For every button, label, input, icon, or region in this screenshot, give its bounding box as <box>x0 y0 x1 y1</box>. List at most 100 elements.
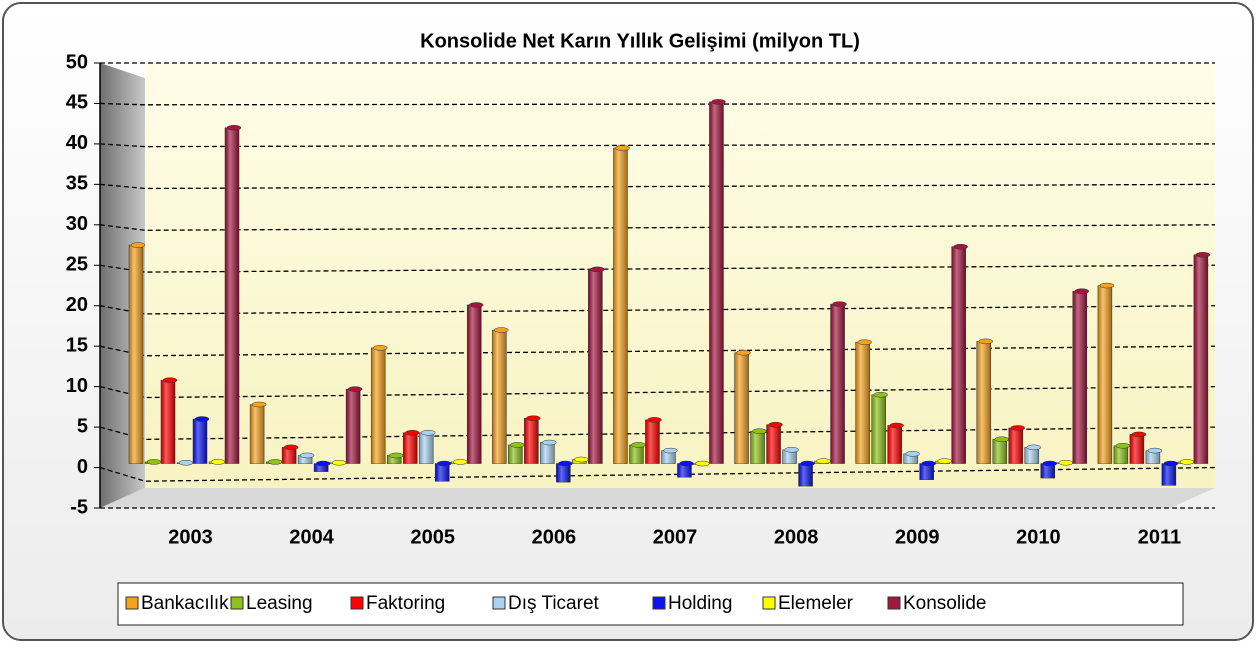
y-tick-label: 15 <box>66 334 88 356</box>
legend-label: Konsolide <box>903 593 986 614</box>
legend-swatch <box>125 596 139 610</box>
bar-top <box>347 386 363 392</box>
bar-top <box>1010 425 1026 431</box>
bar-top <box>146 459 162 465</box>
bar-top <box>283 444 299 451</box>
bar-shade <box>629 444 644 464</box>
bar-shade <box>661 450 676 464</box>
bar-top <box>816 458 831 464</box>
bar-top <box>331 459 347 466</box>
bar-top <box>267 459 283 465</box>
bar-shade <box>1145 450 1160 464</box>
bar-shade <box>903 453 918 464</box>
bar-top <box>1131 431 1147 438</box>
y-tick-label: 50 <box>66 51 88 73</box>
bar-top <box>590 266 605 273</box>
y-tick-label: 40 <box>66 132 88 154</box>
legend-label: Leasing <box>246 593 313 614</box>
bar-top <box>558 460 573 467</box>
bar-shade <box>314 463 329 472</box>
bar-shade <box>346 389 361 464</box>
bar-shade <box>193 419 207 464</box>
bar-top <box>647 417 662 423</box>
y-tick-label: 0 <box>77 456 88 478</box>
legend-label: Holding <box>668 593 732 614</box>
bar-shade <box>524 418 539 464</box>
x-tick-label: 2007 <box>653 526 698 548</box>
legend-swatch <box>350 596 364 610</box>
bar-shade <box>855 342 870 464</box>
x-tick-label: 2011 <box>1138 526 1181 548</box>
bar-top <box>468 302 484 308</box>
x-tick-label: 2010 <box>1016 526 1061 548</box>
bar-top <box>784 447 799 453</box>
bar-top <box>937 458 952 464</box>
bar-top <box>736 349 751 356</box>
bar-top <box>194 416 210 422</box>
bar-top <box>226 125 242 131</box>
bar-top <box>832 301 847 307</box>
bar-shade <box>645 419 660 464</box>
legend <box>117 582 1184 626</box>
bar-top <box>711 99 726 105</box>
legend-label: Dış Ticaret <box>508 593 600 614</box>
grid-line <box>99 466 1216 482</box>
x-tick-label: 2005 <box>411 526 456 548</box>
bar-top <box>299 452 315 459</box>
bar-shade <box>588 269 603 464</box>
bar-top <box>994 436 1010 443</box>
bar-top <box>372 345 388 351</box>
bar-shade <box>1072 291 1087 464</box>
bar-shade <box>1040 463 1055 479</box>
legend-swatch <box>652 596 666 610</box>
bar-top <box>1115 442 1131 449</box>
bar-shade <box>403 432 418 464</box>
bar-shade <box>1113 445 1128 464</box>
bar-top <box>1147 447 1163 454</box>
y-tick-label: 45 <box>66 92 88 114</box>
bar-top <box>178 459 194 466</box>
bar-top <box>130 242 146 248</box>
bar-top <box>162 377 178 383</box>
y-tick-label: 25 <box>66 254 88 276</box>
bar-top <box>631 442 646 448</box>
bar-shade <box>508 444 523 464</box>
bar-top <box>978 338 994 345</box>
y-tick-label: 30 <box>66 213 88 235</box>
legend-label: Bankacılık <box>141 593 229 614</box>
bar-shade <box>371 347 386 464</box>
bar-top <box>404 430 420 436</box>
bar-shade <box>129 245 143 464</box>
bar-top <box>510 442 525 448</box>
bar-top <box>905 451 920 457</box>
bar-top <box>857 339 872 345</box>
bar-top <box>921 460 936 467</box>
chart-title: Konsolide Net Karın Yıllık Gelişimi (mil… <box>420 30 860 52</box>
bar-shade <box>387 455 402 464</box>
bar-top <box>679 460 694 467</box>
y-tick-label: 20 <box>66 294 88 316</box>
bar-shade <box>1193 254 1208 464</box>
bar-shade <box>798 463 813 487</box>
bar-shade <box>750 431 765 464</box>
bar-shade <box>161 380 175 464</box>
bar-shade <box>492 330 507 464</box>
legend-swatch <box>230 596 244 610</box>
bar-top <box>1163 460 1179 467</box>
bar-shade <box>976 341 991 464</box>
bar-shade <box>919 463 934 480</box>
floor <box>100 488 1215 508</box>
bar-top <box>1179 459 1195 465</box>
bar-shade <box>435 463 450 482</box>
bar-top <box>663 447 678 454</box>
bar-top <box>1099 282 1115 289</box>
x-tick-label: 2006 <box>532 526 577 548</box>
bar-shade <box>556 463 571 483</box>
bar-top <box>1195 252 1211 258</box>
x-tick-label: 2008 <box>774 526 819 548</box>
legend-label: Elemeler <box>778 593 854 614</box>
x-tick-label: 2009 <box>895 526 940 548</box>
bar-top <box>1026 444 1042 451</box>
bar-shade <box>419 432 434 464</box>
bar-shade <box>467 304 482 464</box>
